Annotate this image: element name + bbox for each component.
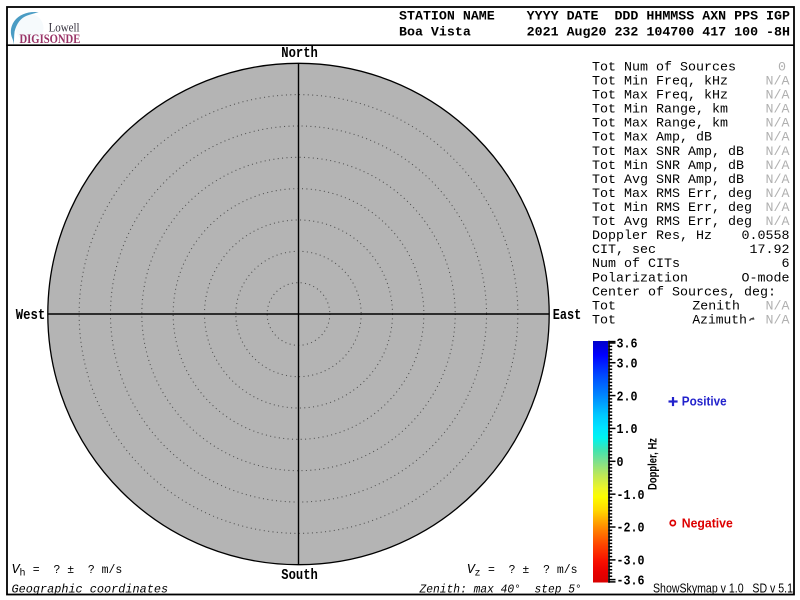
svg-text:Doppler Res, Hz: Doppler Res, Hz [592, 228, 712, 243]
svg-text:h: h [20, 568, 26, 580]
svg-text:N/A: N/A [766, 116, 790, 131]
svg-text:N/A: N/A [766, 200, 790, 215]
svg-text:0: 0 [617, 455, 624, 471]
svg-text:Doppler, Hz: Doppler, Hz [648, 438, 660, 490]
svg-text:-3.6: -3.6 [617, 573, 645, 589]
svg-text:Tot Max Range, km: Tot Max Range, km [592, 116, 728, 131]
svg-text:-2.0: -2.0 [617, 521, 645, 537]
svg-text:V: V [467, 563, 477, 578]
svg-text:N/A: N/A [766, 88, 790, 103]
svg-text:Tot Num of Sources: Tot Num of Sources [592, 59, 736, 74]
svg-text:Tot: Tot [592, 313, 616, 328]
svg-text:V: V [12, 563, 22, 578]
svg-text:West: West [16, 308, 46, 324]
svg-text:Num of CITs: Num of CITs [592, 256, 680, 271]
svg-text:Zenith: max 40° step 5°: Zenith: max 40° step 5° [419, 582, 582, 596]
svg-text:Tot Max Freq, kHz: Tot Max Freq, kHz [592, 88, 728, 103]
svg-text:STATION NAME YYYY DATE DDD: STATION NAME YYYY DATE DDD HHMMSS AXN PP… [399, 9, 790, 24]
svg-text:1.0: 1.0 [617, 422, 638, 438]
svg-text:= ? ± ? m/s: = ? ± ? m/s [488, 563, 578, 577]
svg-text:N/A: N/A [766, 313, 790, 328]
svg-text:Tot Max RMS Err, deg: Tot Max RMS Err, deg [592, 186, 752, 201]
svg-text:Azimuth: Azimuth [692, 313, 747, 328]
svg-text:= ? ± ? m/s: = ? ± ? m/s [33, 563, 123, 577]
svg-text:N/A: N/A [766, 186, 790, 201]
svg-text:2.0: 2.0 [617, 389, 638, 405]
svg-text:-1.0: -1.0 [617, 488, 645, 504]
svg-text:Center of Sources, deg:: Center of Sources, deg: [592, 284, 776, 299]
svg-text:N/A: N/A [766, 298, 790, 313]
svg-text:z: z [475, 569, 481, 580]
svg-text:N/A: N/A [766, 102, 790, 117]
svg-text:North: North [281, 46, 318, 62]
svg-text:N/A: N/A [766, 74, 790, 89]
svg-text:3.6: 3.6 [617, 337, 638, 353]
svg-text:-3.0: -3.0 [617, 554, 645, 570]
svg-text:Tot Min SNR Amp, dB: Tot Min SNR Amp, dB [592, 158, 744, 173]
svg-text:N/A: N/A [766, 158, 790, 173]
svg-text:Tot Avg RMS Err, deg: Tot Avg RMS Err, deg [592, 214, 752, 229]
svg-text:0: 0 [778, 59, 786, 74]
svg-text:CIT, sec: CIT, sec [592, 242, 656, 257]
svg-text:3.0: 3.0 [617, 356, 638, 372]
svg-text:N/A: N/A [766, 130, 790, 145]
svg-text:Zenith: Zenith [692, 299, 740, 314]
svg-text:DIGISONDE: DIGISONDE [20, 32, 81, 46]
svg-text:Polarization: Polarization [592, 270, 688, 285]
svg-text:Tot: Tot [592, 298, 616, 313]
svg-text:Tot Max Amp, dB: Tot Max Amp, dB [592, 130, 712, 145]
svg-text:Boa Vista 2021 Aug20 232: Boa Vista 2021 Aug20 232 104700 417 100 … [399, 24, 790, 39]
svg-text:Lowell: Lowell [49, 20, 81, 34]
svg-text:Tot Min Range, km: Tot Min Range, km [592, 102, 728, 117]
svg-text:Tot Min Freq, kHz: Tot Min Freq, kHz [592, 74, 728, 89]
svg-text:N/A: N/A [766, 172, 790, 187]
svg-text:N/A: N/A [766, 144, 790, 159]
svg-text:ShowSkymap v 1.0 SD v 5.1: ShowSkymap v 1.0 SD v 5.1 [653, 581, 793, 596]
svg-text:South: South [281, 568, 318, 584]
svg-text:0.0558: 0.0558 [742, 228, 790, 243]
svg-text:17.92: 17.92 [750, 242, 790, 257]
svg-text:Negative: Negative [682, 517, 733, 531]
svg-text:Tot Max SNR Amp, dB: Tot Max SNR Amp, dB [592, 144, 744, 159]
svg-text:Geographic coordinates: Geographic coordinates [12, 582, 169, 596]
svg-text:East: East [553, 308, 582, 324]
svg-text:O-mode: O-mode [742, 270, 790, 285]
svg-text:Tot Avg SNR Amp, dB: Tot Avg SNR Amp, dB [592, 172, 744, 187]
svg-text:Positive: Positive [682, 395, 727, 409]
svg-text:Tot Min RMS Err, deg: Tot Min RMS Err, deg [592, 200, 752, 215]
svg-text:6: 6 [782, 256, 790, 271]
svg-text:N/A: N/A [766, 214, 790, 229]
